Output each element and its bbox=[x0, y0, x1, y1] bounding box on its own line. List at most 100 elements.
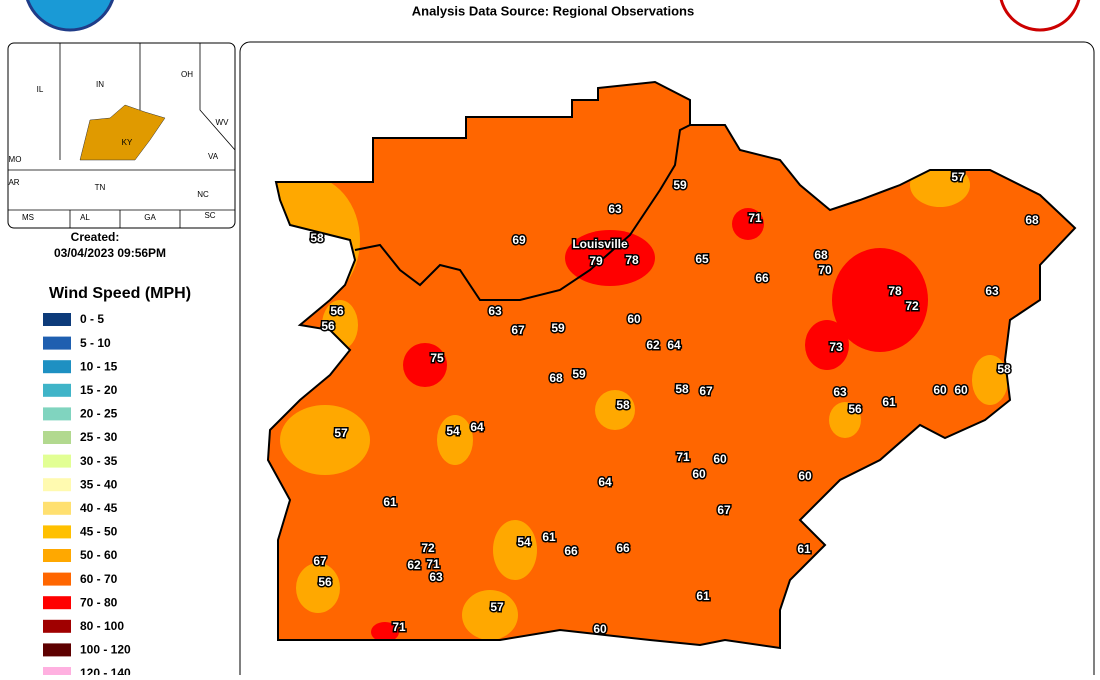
state-label: GA bbox=[144, 213, 156, 222]
station-value: 66 bbox=[616, 541, 630, 555]
station-value: 57 bbox=[490, 600, 504, 614]
state-label: IN bbox=[96, 80, 104, 89]
station-value: 71 bbox=[748, 211, 762, 225]
legend-swatch bbox=[43, 572, 71, 586]
state-label: WV bbox=[216, 118, 230, 127]
station-value: 67 bbox=[313, 554, 327, 568]
station-value: 58 bbox=[310, 231, 324, 245]
created-label: Created: bbox=[71, 230, 120, 244]
station-value: 63 bbox=[985, 284, 999, 298]
station-value: 56 bbox=[848, 402, 862, 416]
legend-label: 50 - 60 bbox=[80, 548, 118, 562]
station-value: 67 bbox=[511, 323, 525, 337]
station-value: 62 bbox=[646, 338, 660, 352]
state-label: MO bbox=[9, 155, 22, 164]
city-label: Louisville bbox=[572, 237, 628, 251]
legend-swatch bbox=[43, 431, 71, 444]
state-label: MS bbox=[22, 213, 34, 222]
legend-swatch bbox=[43, 407, 71, 421]
station-value: 61 bbox=[542, 530, 556, 544]
state-label: AL bbox=[80, 213, 90, 222]
state-label: OH bbox=[181, 70, 193, 79]
legend-swatch bbox=[43, 383, 71, 397]
station-value: 61 bbox=[696, 589, 710, 603]
legend-label: 120 - 140 bbox=[80, 666, 131, 675]
state-label: NC bbox=[197, 190, 209, 199]
station-value: 79 bbox=[589, 254, 603, 268]
station-value: 71 bbox=[392, 620, 406, 634]
station-value: 57 bbox=[334, 426, 348, 440]
station-value: 72 bbox=[905, 299, 919, 313]
legend-swatch bbox=[43, 360, 71, 374]
station-value: 54 bbox=[517, 535, 531, 549]
legend-label: 45 - 50 bbox=[80, 525, 118, 539]
station-value: 54 bbox=[446, 424, 460, 438]
legend-swatch bbox=[43, 619, 71, 633]
legend-swatch bbox=[43, 667, 71, 680]
station-value: 71 bbox=[676, 450, 690, 464]
station-value: 71 bbox=[426, 557, 440, 571]
legend-swatch bbox=[43, 336, 71, 350]
station-value: 56 bbox=[318, 575, 332, 589]
station-value: 58 bbox=[675, 382, 689, 396]
legend-swatch bbox=[43, 525, 71, 539]
station-value: 73 bbox=[829, 340, 843, 354]
station-value: 60 bbox=[627, 312, 641, 326]
station-value: 66 bbox=[755, 271, 769, 285]
station-value: 67 bbox=[717, 503, 731, 517]
legend-label: 60 - 70 bbox=[80, 572, 118, 586]
logo-right bbox=[999, 0, 1081, 32]
state-label: TN bbox=[95, 183, 106, 192]
state-label: AR bbox=[8, 178, 19, 187]
legend-swatch bbox=[43, 313, 71, 326]
station-value: 60 bbox=[713, 452, 727, 466]
legend-label: 15 - 20 bbox=[80, 383, 118, 397]
state-label: IL bbox=[37, 85, 44, 94]
station-value: 60 bbox=[798, 469, 812, 483]
station-value: 61 bbox=[383, 495, 397, 509]
inset-region bbox=[79, 104, 166, 161]
station-value: 63 bbox=[429, 570, 443, 584]
station-value: 69 bbox=[512, 233, 526, 247]
legend-title: Wind Speed (MPH) bbox=[49, 285, 191, 302]
logo-left bbox=[25, 0, 115, 32]
legend-label: 35 - 40 bbox=[80, 477, 118, 491]
station-value: 59 bbox=[673, 178, 687, 192]
station-value: 59 bbox=[551, 321, 565, 335]
legend-label: 30 - 35 bbox=[80, 454, 118, 468]
legend-swatch bbox=[43, 596, 71, 610]
inset-lines bbox=[8, 43, 236, 228]
legend-swatch bbox=[43, 454, 71, 468]
station-value: 56 bbox=[321, 319, 335, 333]
station-value: 59 bbox=[572, 367, 586, 381]
station-value: 57 bbox=[951, 170, 965, 184]
station-value: 60 bbox=[593, 622, 607, 636]
subtitle: Analysis Data Source: Regional Observati… bbox=[412, 3, 694, 18]
station-value: 63 bbox=[488, 304, 502, 318]
station-value: 58 bbox=[997, 362, 1011, 376]
legend-swatch bbox=[43, 478, 71, 492]
station-value: 61 bbox=[797, 542, 811, 556]
legend-swatch bbox=[43, 549, 71, 562]
station-value: 68 bbox=[549, 371, 563, 385]
legend-label: 80 - 100 bbox=[80, 619, 124, 633]
station-value: 60 bbox=[692, 467, 706, 481]
created-time: 03/04/2023 09:56PM bbox=[54, 246, 166, 260]
legend-swatch bbox=[43, 643, 71, 657]
station-value: 78 bbox=[888, 284, 902, 298]
station-value: 72 bbox=[421, 541, 435, 555]
station-value: 62 bbox=[407, 558, 421, 572]
station-value: 61 bbox=[882, 395, 896, 409]
station-value: 67 bbox=[699, 384, 713, 398]
station-value: 56 bbox=[330, 304, 344, 318]
state-label: SC bbox=[204, 211, 215, 220]
station-value: 66 bbox=[564, 544, 578, 558]
station-value: 78 bbox=[625, 253, 639, 267]
station-value: 63 bbox=[608, 202, 622, 216]
legend-label: 100 - 120 bbox=[80, 643, 131, 657]
station-value: 68 bbox=[1025, 213, 1039, 227]
legend-label: 5 - 10 bbox=[80, 336, 111, 350]
legend-label: 20 - 25 bbox=[80, 407, 118, 421]
river bbox=[354, 124, 691, 301]
